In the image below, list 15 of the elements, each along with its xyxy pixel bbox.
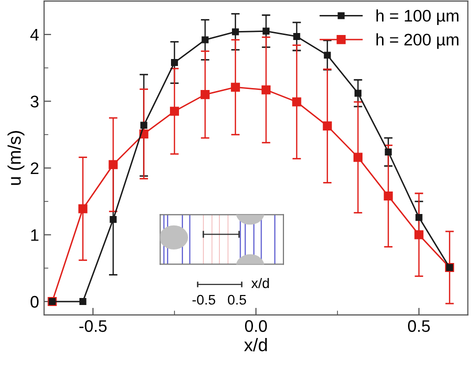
y-tick-label: 4: [30, 29, 39, 41]
y-tick-label: 1: [31, 229, 38, 241]
x-tick-label: -0.5: [79, 320, 107, 332]
y-tick-label: 2: [30, 162, 38, 174]
x-axis-title: x/d: [244, 338, 267, 352]
legend-label: h = 100 µm: [376, 9, 458, 25]
y-tick-label: 0: [30, 296, 39, 308]
x-tick-label: 0.0: [245, 320, 267, 332]
y-tick-label: 3: [30, 96, 38, 108]
annotation: -0.5: [192, 294, 216, 305]
annotation: 0.5: [228, 294, 246, 305]
legend-label: h = 200 µm: [376, 33, 458, 49]
y-axis-title: u (m/s): [8, 131, 24, 185]
x-tick-label: 0.5: [408, 320, 430, 332]
annotation: x/d: [251, 278, 269, 288]
